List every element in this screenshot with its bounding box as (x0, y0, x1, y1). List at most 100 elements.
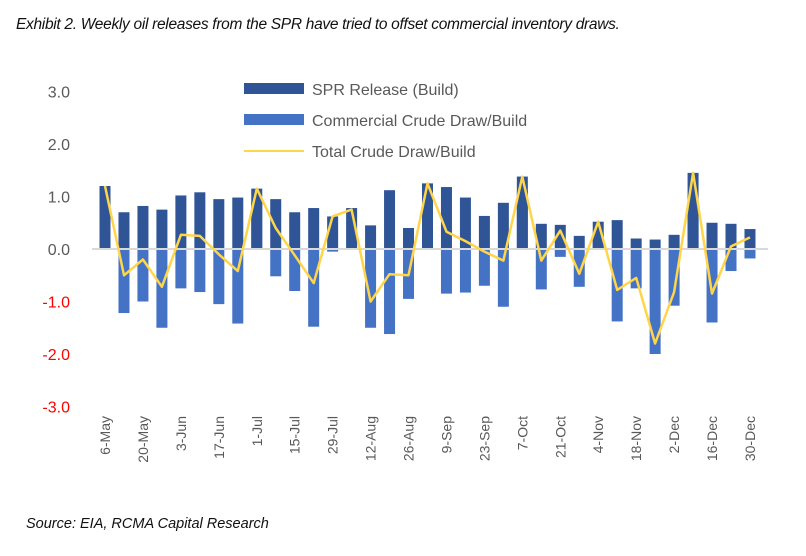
spr-bar (99, 186, 111, 249)
spr-bar (384, 190, 396, 249)
commercial-bar (365, 249, 377, 328)
spr-bar (744, 229, 756, 249)
commercial-bar (384, 249, 396, 335)
spr-bar (592, 221, 604, 249)
spr-bar (725, 223, 737, 249)
spr-bar (346, 208, 358, 249)
y-axis: 3.0 2.0 1.0 0.0 -1.0 -2.0 -3.0 (42, 85, 70, 417)
legend-label-commercial: Commercial Crude Draw/Build (312, 113, 527, 130)
x-tick-label: 12-Aug (363, 416, 379, 461)
commercial-bar (327, 249, 339, 252)
x-tick-label: 4-Nov (590, 416, 606, 453)
legend-swatch-commercial (244, 114, 304, 125)
spr-bar (175, 195, 187, 249)
spr-bar (270, 199, 282, 249)
y-tick-label: 1.0 (48, 190, 70, 207)
spr-bar (308, 208, 320, 249)
y-tick-label: 2.0 (48, 137, 70, 154)
spr-bars (99, 172, 756, 249)
spr-bar (573, 235, 585, 249)
x-tick-label: 6-May (97, 416, 113, 455)
legend-label-total: Total Crude Draw/Build (312, 144, 476, 161)
spr-bar (554, 224, 566, 249)
x-tick-label: 18-Nov (628, 416, 644, 461)
spr-bar (649, 239, 661, 249)
commercial-bar (270, 249, 282, 277)
spr-bar (459, 197, 471, 249)
x-axis: 6-May 20-May 3-Jun 17-Jun 1-Jul 15-Jul 29-Jul 1… (97, 416, 758, 463)
commercial-bar (175, 249, 187, 289)
spr-bar (289, 212, 301, 249)
spr-bar (668, 234, 680, 249)
commercial-bar (554, 249, 566, 257)
x-tick-label: 9-Sep (439, 416, 455, 454)
spr-bar (403, 228, 415, 249)
x-tick-label: 30-Dec (742, 416, 758, 461)
commercial-bar (194, 249, 206, 293)
spr-bar (535, 223, 547, 249)
commercial-bar (308, 249, 320, 327)
spr-bar (232, 197, 244, 249)
x-tick-label: 15-Jul (287, 416, 303, 454)
commercial-bar (440, 249, 452, 294)
source-note: Source: EIA, RCMA Capital Research (26, 516, 269, 532)
x-tick-label: 3-Jun (173, 416, 189, 451)
y-tick-label: -2.0 (42, 347, 70, 364)
legend-label-spr: SPR Release (Build) (312, 82, 459, 99)
x-tick-label: 20-May (135, 416, 151, 463)
commercial-bar (137, 249, 149, 302)
commercial-bar (725, 249, 737, 272)
commercial-bar (497, 249, 509, 307)
legend: SPR Release (Build) Commercial Crude Dra… (244, 82, 527, 161)
commercial-bar (573, 249, 585, 287)
x-tick-label: 1-Jul (249, 416, 265, 446)
spr-bar (156, 209, 168, 249)
spr-bar (516, 176, 528, 249)
commercial-bar (232, 249, 244, 324)
x-tick-label: 17-Jun (211, 416, 227, 459)
x-tick-label: 2-Dec (666, 416, 682, 453)
x-tick-label: 16-Dec (704, 416, 720, 461)
x-tick-label: 21-Oct (552, 416, 568, 458)
spr-bar (194, 192, 206, 249)
spr-bar (687, 172, 699, 249)
spr-bar (251, 188, 263, 249)
commercial-bar (213, 249, 225, 305)
x-tick-label: 26-Aug (401, 416, 417, 461)
spr-bar (118, 212, 130, 249)
spr-bar (137, 205, 149, 249)
chart-title: Exhibit 2. Weekly oil releases from the … (16, 16, 620, 33)
spr-bar (706, 222, 718, 249)
commercial-bar (649, 249, 661, 354)
spr-bar (497, 202, 509, 249)
spr-bar (611, 220, 623, 249)
y-tick-label: -3.0 (42, 400, 70, 417)
commercial-bar (706, 249, 718, 323)
x-tick-label: 29-Jul (325, 416, 341, 454)
commercial-bar (459, 249, 471, 293)
total-line (103, 171, 751, 345)
commercial-bar (668, 249, 680, 306)
y-tick-label: -1.0 (42, 295, 70, 312)
spr-bar (478, 215, 490, 249)
spr-bar (630, 238, 642, 249)
commercial-bar (289, 249, 301, 291)
y-tick-label: 0.0 (48, 242, 70, 259)
commercial-bar (744, 249, 756, 259)
commercial-bar (118, 249, 130, 314)
commercial-bar (630, 249, 642, 289)
commercial-bar (156, 249, 168, 328)
commercial-bar (478, 249, 490, 286)
spr-bar (421, 183, 433, 249)
spr-bar (213, 199, 225, 249)
commercial-bar (535, 249, 547, 290)
legend-swatch-spr (244, 83, 304, 94)
x-tick-label: 7-Oct (514, 416, 530, 450)
total-line-group (103, 171, 751, 345)
x-tick-label: 23-Sep (476, 416, 492, 461)
spr-bar (327, 216, 339, 249)
spr-bar (440, 187, 452, 249)
y-tick-label: 3.0 (48, 85, 70, 102)
spr-bar (365, 225, 377, 249)
